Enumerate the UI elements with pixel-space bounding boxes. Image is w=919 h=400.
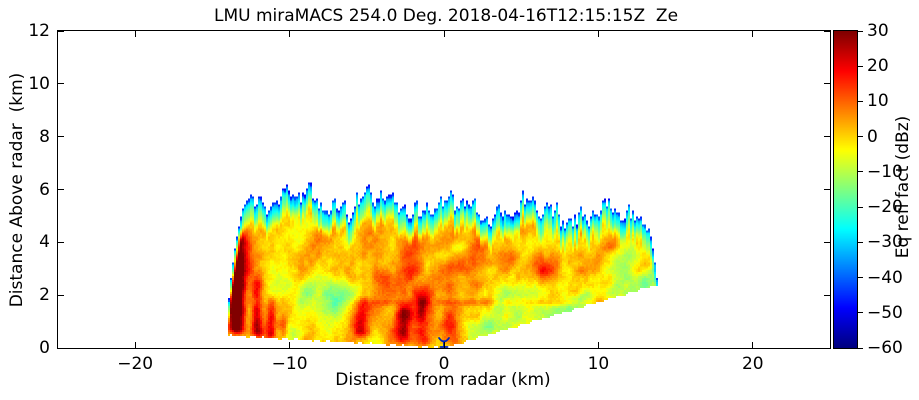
y-tick: [58, 83, 64, 85]
colorbar-tick: [858, 100, 863, 102]
x-axis-label: Distance from radar (km): [335, 370, 551, 390]
y-tick-right: [824, 347, 830, 349]
y-tick: [58, 241, 64, 243]
y-tick-right: [824, 30, 830, 32]
y-tick-right: [824, 241, 830, 243]
colorbar-tick: [858, 277, 863, 279]
colorbar-tick-label: 10: [867, 91, 889, 112]
colorbar-tick: [858, 241, 863, 243]
colorbar-tick-label: −40: [867, 267, 903, 288]
y-tick-label: 6: [39, 179, 50, 200]
colorbar-tick-label: −30: [867, 232, 903, 253]
y-tick: [58, 294, 64, 296]
colorbar-tick-label: −60: [867, 338, 903, 358]
x-tick-label: 20: [741, 354, 764, 374]
colorbar: [833, 30, 858, 349]
x-tick: [443, 342, 445, 348]
plot-area: [57, 30, 831, 349]
x-tick-label: 10: [587, 354, 610, 374]
y-tick: [58, 347, 64, 349]
y-tick-label: 4: [39, 232, 50, 253]
x-tick: [289, 342, 291, 348]
plot-title: LMU miraMACS 254.0 Deg. 2018-04-16T12:15…: [213, 6, 679, 26]
colorbar-tick: [858, 136, 863, 138]
colorbar-tick-label: −10: [867, 161, 903, 182]
y-tick-right: [824, 83, 830, 85]
colorbar-gradient: [834, 31, 857, 348]
colorbar-tick: [858, 65, 863, 67]
y-tick-right: [824, 294, 830, 296]
y-tick: [58, 189, 64, 190]
x-tick: [597, 342, 599, 348]
colorbar-tick: [858, 347, 863, 349]
y-tick-label: 10: [28, 73, 50, 94]
x-tick: [134, 342, 136, 348]
x-tick-label: 0: [438, 354, 450, 374]
y-tick-label: 12: [28, 21, 50, 41]
y-tick-right: [824, 189, 830, 190]
colorbar-tick-label: −50: [867, 302, 903, 323]
colorbar-tick: [858, 30, 863, 32]
y-axis-label: Distance Above radar (km): [7, 72, 27, 308]
colorbar-tick: [858, 206, 863, 208]
colorbar-tick-label: 20: [867, 56, 889, 77]
y-tick-label: 0: [39, 338, 50, 358]
y-tick-right: [824, 136, 830, 138]
y-tick-label: 8: [39, 126, 50, 147]
x-tick-top: [597, 31, 599, 37]
x-tick-top: [752, 31, 754, 37]
x-tick-label: −20: [117, 354, 154, 374]
reflectivity-heatmap: [58, 31, 830, 348]
x-tick-top: [443, 31, 445, 37]
x-tick: [752, 342, 754, 348]
colorbar-tick-label: 0: [867, 126, 878, 147]
y-tick: [58, 136, 64, 138]
x-tick-label: −10: [271, 354, 308, 374]
y-tick: [58, 30, 64, 32]
colorbar-tick-label: −20: [867, 197, 903, 218]
colorbar-tick: [858, 171, 863, 173]
x-tick-top: [134, 31, 136, 37]
colorbar-tick-label: 30: [867, 21, 889, 41]
x-tick-top: [289, 31, 291, 37]
colorbar-tick: [858, 312, 863, 314]
y-tick-label: 2: [39, 285, 50, 306]
